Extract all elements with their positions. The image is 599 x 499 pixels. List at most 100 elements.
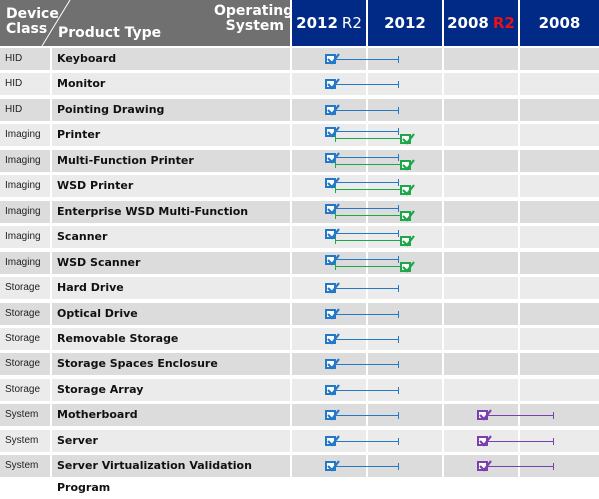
support-cell [520, 252, 599, 274]
support-range-line [336, 215, 400, 216]
support-range-start-tick [335, 212, 336, 219]
product-type-cell: Keyboard [52, 48, 290, 70]
checkmark-icon [325, 152, 340, 164]
support-range-end-tick [398, 179, 399, 186]
support-cell [444, 48, 518, 70]
product-type-header: Product Type [58, 25, 162, 41]
product-type-cell: Hard Drive [52, 277, 290, 299]
support-range-line [336, 157, 399, 158]
support-cell [520, 430, 599, 452]
checkmark-icon [325, 78, 340, 90]
support-range-end-tick [398, 387, 399, 394]
support-range-end-tick [398, 230, 399, 237]
table-row: System Server Virtualization Validation P… [0, 455, 599, 494]
support-cell [520, 277, 599, 299]
support-range-start-tick [335, 186, 336, 193]
device-class-cell: Imaging [0, 124, 50, 146]
support-range-line [336, 233, 399, 234]
support-cell [444, 99, 518, 121]
checkmark-icon [325, 228, 340, 240]
support-cell [520, 404, 599, 426]
device-class-cell: Imaging [0, 252, 50, 274]
checkmark-icon [400, 159, 415, 171]
os-column-label: 2012 [384, 14, 426, 32]
support-range-line [488, 466, 554, 467]
product-type-cell: Motherboard [52, 404, 290, 426]
checkmark-icon [400, 210, 415, 222]
support-cell [444, 277, 518, 299]
table-row: HID Pointing Drawing [0, 99, 599, 121]
support-cell [444, 175, 518, 197]
product-type-cell: Server Virtualization Validation Program [52, 455, 290, 494]
product-type-cell: Server [52, 430, 290, 452]
os-column-2008-r2: 2008 R2 [444, 0, 518, 46]
checkmark-icon [400, 261, 415, 273]
checkmark-icon [477, 409, 492, 421]
support-range-line [336, 138, 400, 139]
table-row: Storage Storage Array [0, 379, 599, 401]
checkmark-icon [325, 53, 340, 65]
table-row: Imaging WSD Scanner [0, 252, 599, 274]
device-class-cell: System [0, 430, 50, 452]
table-row: Imaging WSD Printer [0, 175, 599, 197]
support-range-end-tick [398, 285, 399, 292]
support-range-line [336, 110, 399, 111]
support-range-end-tick [398, 463, 399, 470]
support-range-end-tick [398, 128, 399, 135]
support-cell [520, 48, 599, 70]
support-range-line [336, 182, 399, 183]
checkmark-icon [325, 203, 340, 215]
support-cell [368, 73, 442, 95]
support-cell [520, 175, 599, 197]
support-range-end-tick [398, 205, 399, 212]
checkmark-icon [325, 104, 340, 116]
checkmark-icon [325, 358, 340, 370]
support-cell [368, 303, 442, 325]
support-range-end-tick [553, 463, 554, 470]
table-row: Imaging Printer [0, 124, 599, 146]
support-cell [444, 150, 518, 172]
support-range-end-tick [398, 311, 399, 318]
support-cell [520, 328, 599, 350]
device-class-header: Device Class [6, 6, 59, 37]
support-range-line [488, 415, 554, 416]
support-range-end-tick [398, 438, 399, 445]
support-cell [444, 379, 518, 401]
device-class-cell: Storage [0, 277, 50, 299]
support-range-line [336, 339, 399, 340]
support-range-end-tick [553, 438, 554, 445]
checkmark-icon [325, 308, 340, 320]
support-cell [520, 124, 599, 146]
product-type-cell: Removable Storage [52, 328, 290, 350]
product-type-cell: WSD Scanner [52, 252, 290, 274]
support-cell [444, 201, 518, 223]
support-range-line [336, 314, 399, 315]
support-range-line [336, 131, 399, 132]
support-range-line [336, 415, 399, 416]
device-class-cell: HID [0, 48, 50, 70]
device-class-cell: Imaging [0, 150, 50, 172]
checkmark-icon [325, 126, 340, 138]
checkmark-icon [325, 177, 340, 189]
checkmark-icon [325, 460, 340, 472]
support-range-line [336, 364, 399, 365]
support-cell [520, 201, 599, 223]
support-range-line [336, 266, 400, 267]
support-cell [520, 455, 599, 477]
support-range-start-tick [335, 135, 336, 142]
device-class-cell: HID [0, 99, 50, 121]
support-range-end-tick [398, 336, 399, 343]
support-range-line [336, 240, 400, 241]
checkmark-icon [325, 333, 340, 345]
support-range-line [336, 84, 399, 85]
checkmark-icon [325, 384, 340, 396]
checkmark-icon [325, 435, 340, 447]
support-range-end-tick [553, 412, 554, 419]
os-column-label: 2008 [538, 14, 581, 32]
operating-system-header: Operating System [214, 4, 293, 34]
support-cell [368, 455, 442, 477]
support-range-line [336, 466, 399, 467]
support-cell [368, 404, 442, 426]
os-column-suffix: R2 [492, 14, 515, 32]
table-row: Imaging Multi-Function Printer [0, 150, 599, 172]
